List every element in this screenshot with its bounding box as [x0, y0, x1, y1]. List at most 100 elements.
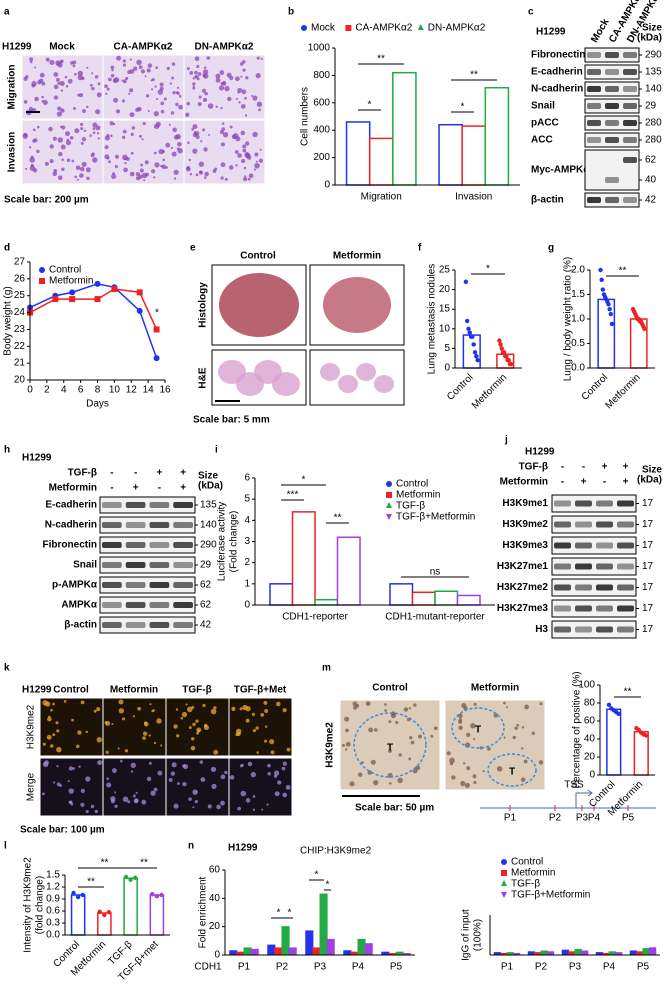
cell [252, 729, 257, 733]
cell [521, 725, 525, 729]
cell [251, 712, 256, 716]
cell [188, 726, 192, 730]
legend-marker [501, 892, 507, 898]
cell [261, 808, 264, 811]
cell [136, 59, 142, 66]
cell [239, 707, 243, 711]
legend-marker [386, 502, 392, 508]
condition-sign: - [561, 477, 564, 488]
cell [129, 88, 134, 93]
cell [121, 79, 124, 82]
cell [194, 799, 198, 804]
blot-label: ACC [531, 135, 553, 146]
cell [59, 60, 64, 64]
y-tick-label: 2.0 [571, 265, 585, 276]
data-point [607, 307, 612, 312]
blot-label: β-actin [531, 195, 564, 206]
cell [106, 777, 110, 781]
cell [111, 173, 117, 179]
band [173, 522, 193, 528]
cell [219, 129, 224, 135]
significance: * [486, 264, 490, 275]
cell [146, 776, 152, 782]
tissue [356, 363, 376, 381]
data-point [471, 342, 476, 347]
cell [154, 162, 160, 168]
band [605, 69, 619, 75]
size-label: 280 [645, 118, 662, 129]
cell [157, 89, 164, 95]
cell [388, 720, 392, 724]
bar [229, 950, 238, 956]
cell [85, 730, 88, 734]
cell [64, 75, 68, 79]
cell [176, 86, 180, 89]
cell [170, 146, 174, 150]
bar [243, 947, 252, 956]
cell [172, 127, 177, 133]
row-label: Migration [7, 65, 18, 110]
x-tick-label: P3 [314, 962, 327, 973]
size-label: 17 [642, 540, 654, 551]
cell [39, 72, 45, 78]
cell [173, 724, 178, 729]
cell [433, 726, 438, 731]
size-header: (kDa) [198, 481, 223, 492]
tumor-outline [353, 712, 427, 778]
band [617, 542, 634, 549]
cell [252, 95, 258, 101]
cell [216, 804, 221, 810]
band [173, 602, 193, 608]
cell [171, 762, 177, 768]
cell [127, 70, 132, 75]
cell [195, 719, 199, 723]
cell [160, 101, 165, 106]
cell [57, 62, 63, 68]
cell [199, 170, 203, 175]
cell [286, 747, 291, 752]
cell [520, 747, 524, 750]
cell [203, 147, 208, 152]
bar [629, 950, 638, 956]
cell [150, 790, 156, 796]
cell [140, 163, 144, 167]
bar [461, 125, 487, 186]
row-label: Histology [198, 282, 209, 328]
image [39, 697, 104, 757]
cell [395, 721, 399, 725]
band [102, 502, 122, 508]
cell [116, 55, 122, 61]
cell [44, 161, 49, 166]
band [554, 542, 571, 549]
cell [75, 744, 80, 749]
data-point [470, 334, 475, 339]
cell [213, 706, 217, 710]
cell [53, 169, 58, 173]
cell [121, 135, 126, 139]
cell [59, 125, 63, 129]
legend-marker [386, 492, 392, 498]
y-tick-label: 400 [313, 125, 330, 136]
bar [326, 938, 335, 956]
x-tick-label: P5 [637, 962, 650, 973]
x-tick-label: 10 [109, 385, 121, 396]
cell [236, 731, 241, 736]
data-point [97, 909, 102, 914]
bar [281, 926, 290, 956]
cell [186, 101, 191, 106]
cell [194, 131, 200, 136]
cell [220, 142, 226, 147]
cell [190, 737, 195, 741]
x-tick-label: P1 [501, 962, 514, 973]
bar [291, 511, 316, 606]
cell [135, 171, 141, 177]
legend-label: Metformin [49, 276, 93, 287]
cell [177, 142, 182, 147]
cell [221, 127, 226, 131]
cell [115, 109, 121, 114]
cell [235, 164, 238, 167]
y-tick-label: 0 [214, 950, 220, 961]
band [575, 521, 592, 528]
bar [267, 944, 276, 956]
